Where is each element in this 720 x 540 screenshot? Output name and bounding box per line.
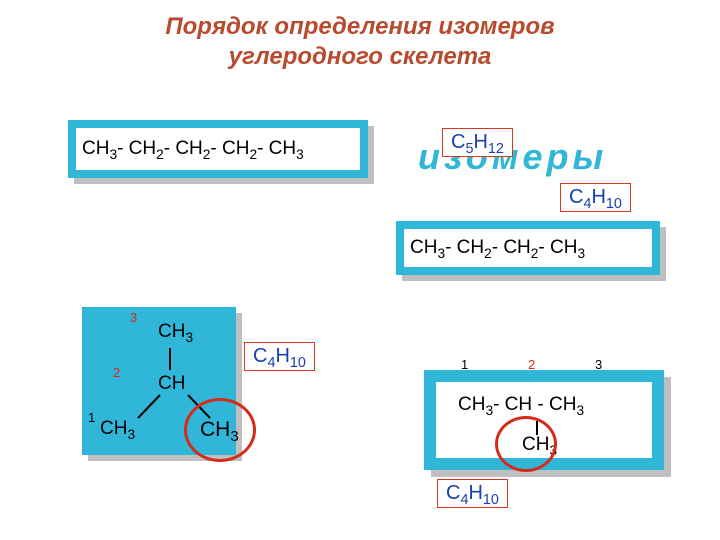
position-number: 2 [528, 357, 535, 372]
title-line-1: Порядок определения изомеров [165, 13, 554, 40]
isobutane-branched-ch3-top: CH3 [158, 321, 193, 343]
title-line-2: углеродного скелета [229, 43, 492, 70]
isobutane-linear-circle [495, 416, 557, 472]
page-title: Порядок определения изомеров углеродного… [0, 12, 720, 72]
isobutane-linear-formula: CH3- CH - CH3 [458, 394, 584, 416]
pentane-formula: CH3- CH2- CH2- CH2- CH3 [82, 138, 304, 160]
label-c4h10-left: C4H10 [244, 342, 315, 371]
pentane-panel: CH3- CH2- CH2- CH2- CH3 [76, 128, 360, 170]
butane-panel: CH3- CH2- CH2- CH3 [404, 229, 652, 267]
position-number: 3 [595, 357, 602, 372]
label-c4h10-bottom: C4H10 [437, 479, 508, 508]
position-number: 3 [130, 310, 137, 325]
butane-formula: CH3- CH2- CH2- CH3 [410, 237, 585, 259]
label-c5h12: C5H12 [442, 128, 513, 157]
position-number: 2 [113, 365, 120, 380]
position-number: 1 [88, 410, 95, 425]
position-number: 1 [461, 357, 468, 372]
isobutane-branched-ch3-left: CH3 [100, 418, 135, 440]
isobutane-branched-ch: CH [158, 373, 185, 395]
label-c4h10-right: C4H10 [560, 183, 631, 212]
isobutane-branched-circle [184, 398, 256, 462]
